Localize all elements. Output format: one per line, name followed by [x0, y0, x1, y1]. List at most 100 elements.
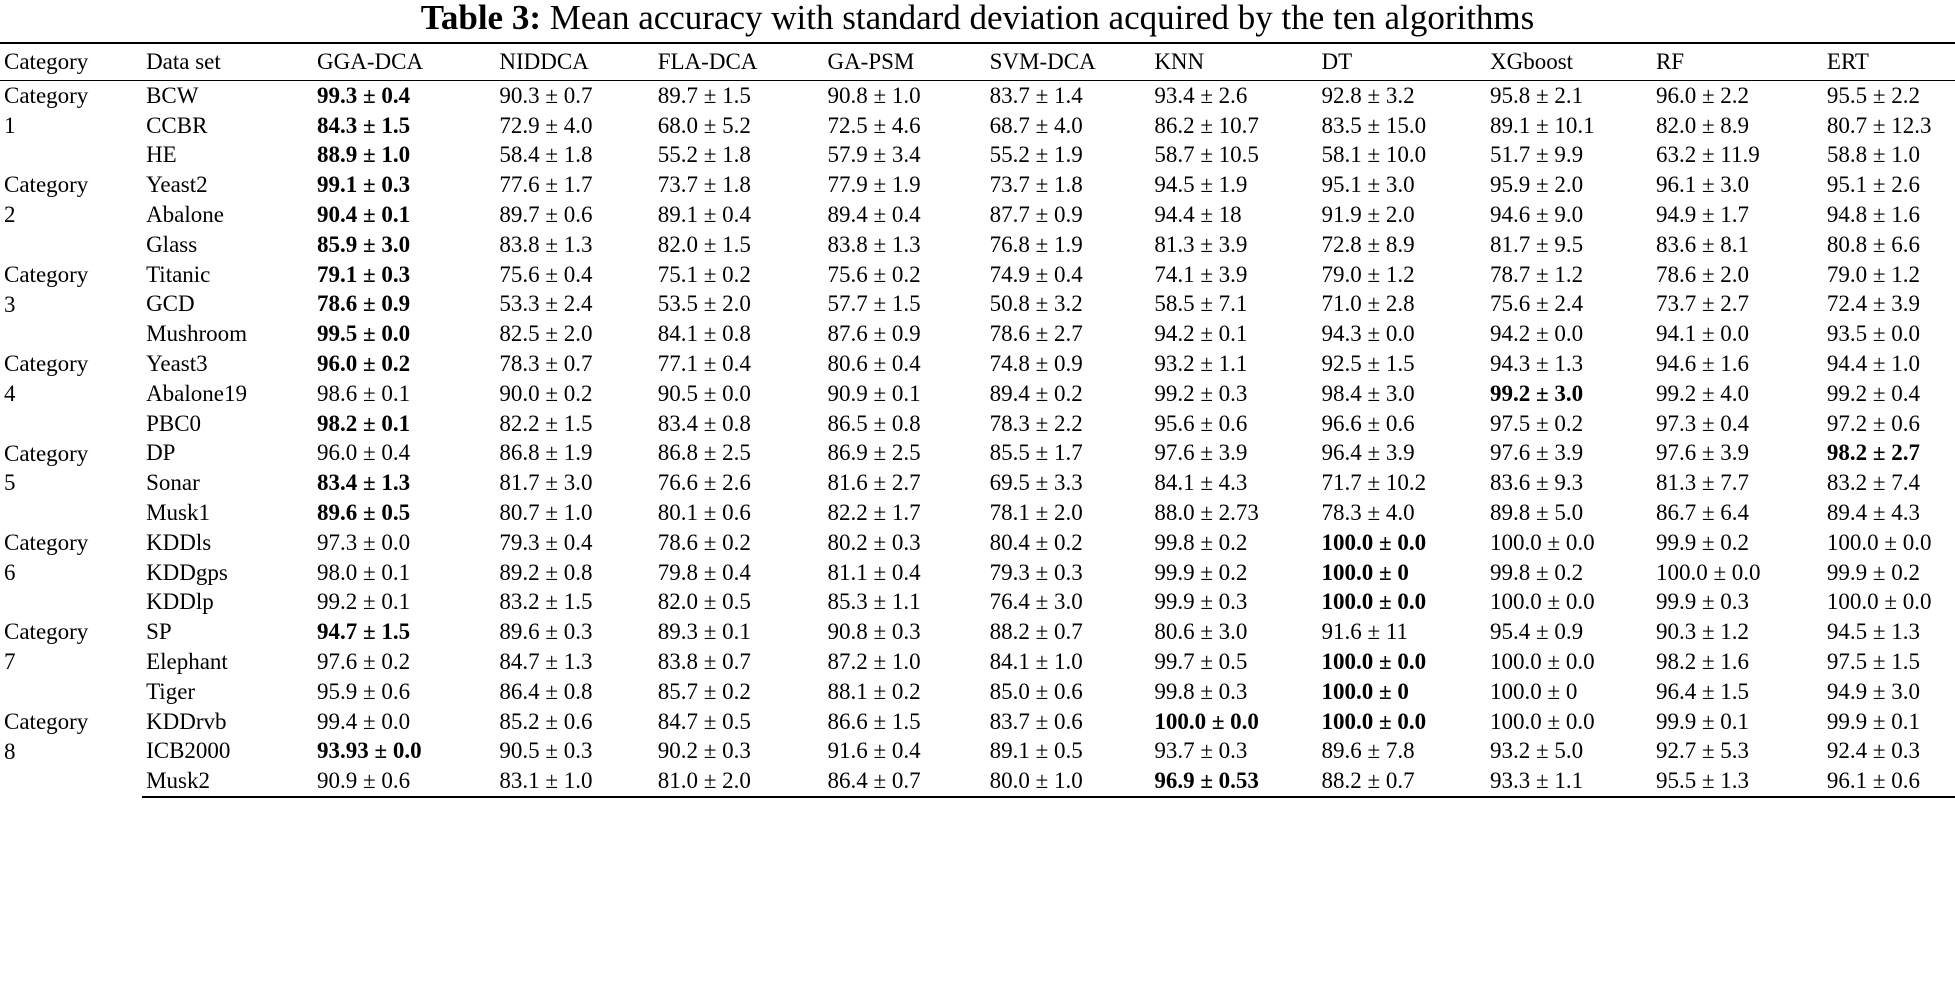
dataset-cell: KDDgps [146, 559, 228, 585]
value-cell: 100.0 ± 0.0 [1321, 649, 1427, 675]
dataset-cell: SP [146, 619, 172, 645]
header-row: Category Data set GGA-DCA NIDDCA FLA-DCA GA-P… [0, 42, 1955, 81]
dataset-cell: Musk2 [142, 766, 314, 799]
value-cell: 94.6 ± 9.0 [1489, 202, 1584, 228]
value-cell: 94.6 ± 1.6 [1655, 351, 1750, 377]
value-cell: 58.8 ± 1.0 [1826, 142, 1921, 168]
value-cell: 58.7 ± 10.5 [1154, 142, 1259, 168]
value-cell: 95.9 ± 0.6 [317, 678, 411, 704]
table-row: KDDlp 99.2 ± 0.1 83.2 ± 1.5 82.0 ± 0.5 85.3 … [0, 588, 1955, 618]
column-header: XGboost [1485, 42, 1652, 81]
value-cell: 92.7 ± 5.3 [1655, 738, 1750, 764]
value-cell: 78.6 ± 2.7 [989, 321, 1083, 347]
value-cell: 93.7 ± 0.3 [1154, 738, 1248, 764]
column-header: GA-PSM [823, 42, 986, 81]
value-cell: 99.9 ± 0.2 [1154, 559, 1248, 585]
value-cell: 99.7 ± 0.5 [1154, 649, 1248, 675]
category-label [4, 230, 142, 260]
value-cell: 95.6 ± 0.6 [1154, 410, 1248, 436]
value-cell: 96.4 ± 3.9 [1321, 440, 1415, 466]
value-cell: 100.0 ± 0 [1321, 559, 1409, 585]
table-caption: Table 3: Mean accuracy with standard dev… [0, 0, 1955, 42]
table-row: Musk2 90.9 ± 0.6 83.1 ± 1.0 81.0 ± 2.0 86.4 … [0, 766, 1955, 799]
value-cell: 99.5 ± 0.0 [317, 321, 411, 347]
value-cell: 87.7 ± 0.9 [989, 202, 1083, 228]
value-cell: 86.5 ± 0.8 [827, 410, 921, 436]
value-cell: 98.0 ± 0.1 [317, 559, 411, 585]
value-cell: 91.6 ± 0.4 [827, 738, 921, 764]
column-header: RF [1651, 42, 1823, 81]
category-label: Category [4, 440, 89, 466]
results-table: Category Data set GGA-DCA NIDDCA FLA-DCA GA-P… [0, 42, 1955, 799]
value-cell: 96.0 ± 0.4 [317, 440, 411, 466]
table-row: Category 1 BCW 99.3 ± 0.4 90.3 ± 0.7 89.7 ± 1… [0, 81, 1955, 138]
value-cell: 97.3 ± 0.4 [1655, 410, 1750, 436]
value-cell: 94.4 ± 1.0 [1826, 351, 1921, 377]
value-cell: 94.2 ± 0.0 [1489, 321, 1584, 347]
category-label [4, 141, 142, 171]
category-cell: Category 4 [0, 349, 142, 438]
value-cell: 79.3 ± 0.4 [499, 529, 593, 555]
value-cell: 85.7 ± 0.2 [657, 678, 751, 704]
value-cell: 97.5 ± 1.5 [1826, 649, 1921, 675]
value-cell: 86.2 ± 10.7 [1154, 112, 1259, 138]
value-cell: 72.4 ± 3.9 [1826, 291, 1921, 317]
value-cell: 80.1 ± 0.6 [657, 500, 751, 526]
value-cell: 55.2 ± 1.9 [989, 142, 1083, 168]
value-cell: 99.8 ± 0.2 [1489, 559, 1584, 585]
category-cell: Category 7 [0, 617, 142, 706]
value-cell: 89.1 ± 0.4 [657, 202, 751, 228]
value-cell: 94.9 ± 1.7 [1655, 202, 1750, 228]
dataset-cell: DP [146, 440, 176, 466]
value-cell: 95.5 ± 2.2 [1826, 82, 1921, 108]
table-row: KDDgps 98.0 ± 0.1 89.2 ± 0.8 79.8 ± 0.4 81.1… [0, 558, 1955, 588]
value-cell: 80.6 ± 3.0 [1154, 619, 1248, 645]
category-label: Category [4, 172, 89, 198]
value-cell: 89.4 ± 4.3 [1826, 500, 1921, 526]
value-cell: 98.2 ± 1.6 [1655, 649, 1750, 675]
value-cell: 89.4 ± 0.2 [989, 380, 1083, 406]
value-cell: 89.1 ± 0.5 [989, 738, 1083, 764]
dataset-cell: PBC0 [146, 410, 202, 436]
value-cell: 78.6 ± 0.9 [317, 291, 411, 317]
value-cell: 100.0 ± 0 [1489, 678, 1578, 704]
value-cell: 84.3 ± 1.5 [317, 112, 411, 138]
category-label: 8 [4, 739, 16, 765]
value-cell: 94.8 ± 1.6 [1826, 202, 1921, 228]
value-cell: 99.9 ± 0.2 [1655, 529, 1750, 555]
value-cell: 85.5 ± 1.7 [989, 440, 1083, 466]
value-cell: 96.1 ± 0.6 [1822, 766, 1955, 799]
value-cell: 99.9 ± 0.1 [1826, 708, 1921, 734]
value-cell: 99.9 ± 0.3 [1655, 589, 1750, 615]
table-row: GCD 78.6 ± 0.9 53.3 ± 2.4 53.5 ± 2.0 57.7 ± … [0, 290, 1955, 320]
value-cell: 99.1 ± 0.3 [317, 172, 411, 198]
value-cell: 80.2 ± 0.3 [827, 529, 921, 555]
value-cell: 78.1 ± 2.0 [989, 500, 1083, 526]
value-cell: 99.4 ± 0.0 [317, 708, 411, 734]
table-row: Sonar 83.4 ± 1.3 81.7 ± 3.0 76.6 ± 2.6 81.6 … [0, 468, 1955, 498]
value-cell: 96.4 ± 1.5 [1655, 678, 1750, 704]
value-cell: 85.3 ± 1.1 [827, 589, 921, 615]
value-cell: 79.3 ± 0.3 [989, 559, 1083, 585]
value-cell: 89.2 ± 0.8 [499, 559, 593, 585]
dataset-cell: Tiger [146, 678, 196, 704]
dataset-cell: Glass [146, 231, 198, 257]
value-cell: 90.3 ± 0.7 [499, 82, 593, 108]
value-cell: 69.5 ± 3.3 [989, 470, 1083, 496]
category-cell: Category 3 [0, 260, 142, 349]
category-label [4, 498, 142, 528]
table-row: Tiger 95.9 ± 0.6 86.4 ± 0.8 85.7 ± 0.2 88.1 … [0, 677, 1955, 707]
value-cell: 93.4 ± 2.6 [1154, 82, 1248, 108]
value-cell: 94.3 ± 1.3 [1489, 351, 1584, 377]
column-header: Category [0, 42, 143, 81]
value-cell: 84.1 ± 1.0 [989, 649, 1083, 675]
value-cell: 80.7 ± 1.0 [499, 500, 593, 526]
value-cell: 99.9 ± 0.1 [1655, 708, 1750, 734]
value-cell: 100.0 ± 0.0 [1154, 708, 1259, 734]
category-cell: Category 5 [0, 439, 142, 528]
value-cell: 75.6 ± 0.4 [499, 261, 593, 287]
category-label: 1 [4, 112, 16, 138]
value-cell: 78.7 ± 1.2 [1489, 261, 1584, 287]
value-cell: 89.1 ± 10.1 [1489, 112, 1595, 138]
value-cell: 82.5 ± 2.0 [499, 321, 593, 347]
